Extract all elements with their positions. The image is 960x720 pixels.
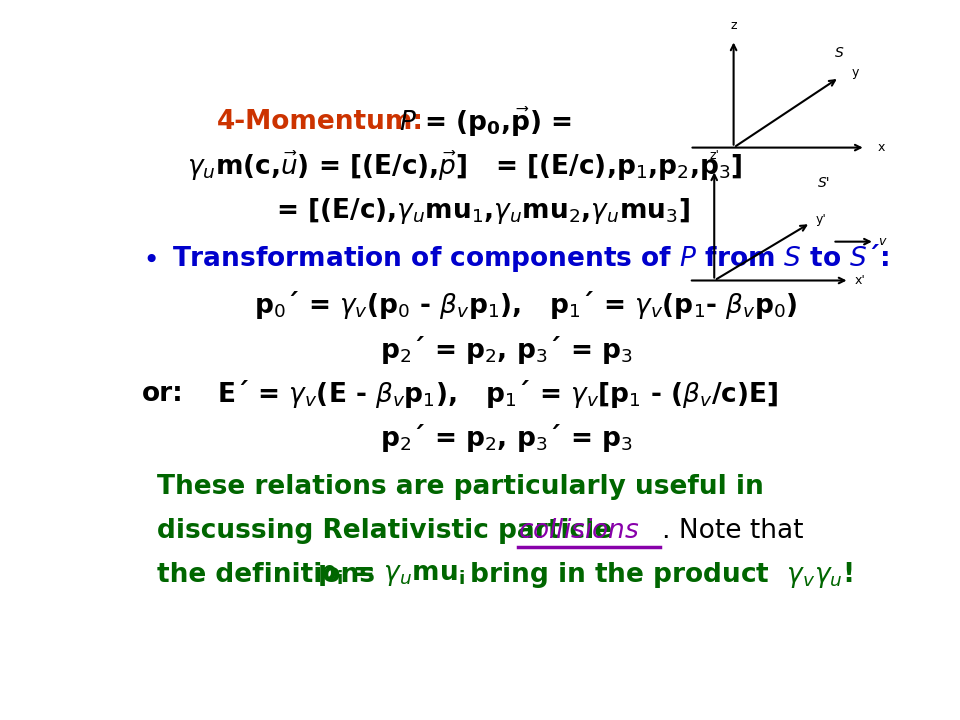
Text: x': x' [854,274,865,287]
Text: S: S [835,45,844,60]
Text: z': z' [709,149,719,162]
Text: bring in the product  $\gamma_v\gamma_u$!: bring in the product $\gamma_v\gamma_u$! [451,560,852,590]
Text: $\mathit{collisions}$: $\mathit{collisions}$ [518,518,639,544]
Text: = [(E/c),$\gamma_u$mu$_1$,$\gamma_u$mu$_2$,$\gamma_u$mu$_3$]: = [(E/c),$\gamma_u$mu$_1$,$\gamma_u$mu$_… [276,196,690,226]
Text: $\mathbf{p_i}$ = $\gamma_u\mathbf{mu_i}$: $\mathbf{p_i}$ = $\gamma_u\mathbf{mu_i}$ [317,562,466,588]
Text: These relations are particularly useful in: These relations are particularly useful … [157,474,764,500]
Text: $\gamma_u$m(c,$\vec{u}$) = [(E/c),$\vec{p}$]   = [(E/c),p$_1$,p$_2$,p$_3$]: $\gamma_u$m(c,$\vec{u}$) = [(E/c),$\vec{… [187,150,743,184]
Text: E´ = $\gamma_v$(E - $\beta_v$p$_1$),   p$_1$´ = $\gamma_v$[p$_1$ - ($\beta_v$/c): E´ = $\gamma_v$(E - $\beta_v$p$_1$), p$_… [217,378,778,410]
Text: or:: or: [142,381,184,407]
Text: x: x [877,141,885,154]
Text: p$_0$´ = $\gamma_v$(p$_0$ - $\beta_v$p$_1$),   p$_1$´ = $\gamma_v$(p$_1$- $\beta: p$_0$´ = $\gamma_v$(p$_0$ - $\beta_v$p$_… [253,289,798,321]
Text: discussing Relativistic particle: discussing Relativistic particle [157,518,621,544]
Text: v: v [878,235,885,248]
Text: S': S' [818,176,830,190]
Text: y': y' [816,213,827,226]
Text: the definitions: the definitions [157,562,394,588]
Text: y: y [852,66,859,78]
Text: $\bullet$: $\bullet$ [142,244,157,272]
Text: $\mathit{P}$ = ($\mathbf{p_0}$,$\vec{\mathbf{p}}$) =: $\mathit{P}$ = ($\mathbf{p_0}$,$\vec{\ma… [399,106,571,139]
Text: z: z [731,19,737,32]
Text: p$_2$´ = p$_2$, p$_3$´ = p$_3$: p$_2$´ = p$_2$, p$_3$´ = p$_3$ [380,423,634,454]
Text: 4-Momentum:: 4-Momentum: [217,109,423,135]
Text: . Note that: . Note that [661,518,804,544]
Text: Transformation of components of $\mathit{P}$ from $\mathit{S}$ to $\mathit{S}$´:: Transformation of components of $\mathit… [172,242,889,274]
Text: p$_2$´ = p$_2$, p$_3$´ = p$_3$: p$_2$´ = p$_2$, p$_3$´ = p$_3$ [380,334,634,366]
